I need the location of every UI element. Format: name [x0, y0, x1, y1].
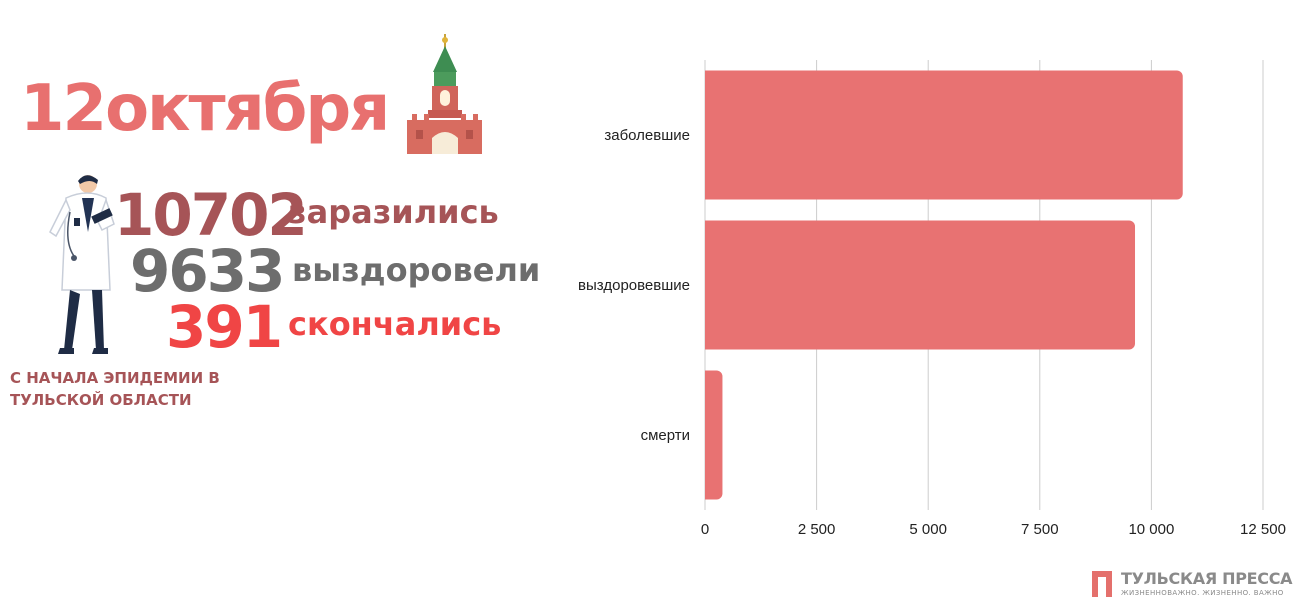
tulskaya-pressa-logo-icon: [1092, 571, 1112, 597]
stat-infected-number: 10702: [114, 181, 308, 249]
category-label: выздоровевшие: [578, 277, 690, 294]
x-tick-label: 5 000: [909, 521, 947, 538]
date-title: 12октября: [20, 72, 390, 146]
epidemic-caption: С НАЧАЛА ЭПИДЕМИИ В ТУЛЬСКОЙ ОБЛАСТИ: [10, 367, 310, 411]
x-tick-label: 0: [701, 521, 709, 538]
category-label: заболевшие: [604, 127, 690, 144]
stat-recovered-label: выздоровели: [292, 251, 541, 289]
bar-2-base: [705, 370, 713, 500]
x-tick-label: 2 500: [798, 521, 836, 538]
brand-name: ТУЛЬСКАЯ ПРЕССА: [1121, 569, 1293, 588]
epidemic-caption-line1: С НАЧАЛА ЭПИДЕМИИ В: [10, 369, 220, 387]
x-tick-label: 10 000: [1128, 521, 1174, 538]
stat-deaths-number: 391: [166, 293, 283, 361]
category-label: смерти: [641, 427, 690, 444]
x-tick-label: 12 500: [1240, 521, 1286, 538]
bar-1: [705, 220, 1136, 350]
stat-infected-label: заразились: [288, 193, 499, 231]
x-tick-label: 7 500: [1021, 521, 1059, 538]
bar-0-base: [705, 70, 713, 200]
brand-tagline: ЖИЗНЕННОВАЖНО. ЖИЗНЕННО. ВАЖНО: [1121, 589, 1284, 597]
epidemic-caption-line2: ТУЛЬСКОЙ ОБЛАСТИ: [10, 391, 192, 409]
doctor-illustration: [49, 175, 115, 354]
stat-recovered-number: 9633: [130, 237, 285, 305]
bar-0: [705, 70, 1183, 200]
bar-1-base: [705, 220, 713, 350]
kremlin-tower-icon: [407, 34, 482, 154]
stat-deaths-label: скончались: [288, 305, 502, 343]
